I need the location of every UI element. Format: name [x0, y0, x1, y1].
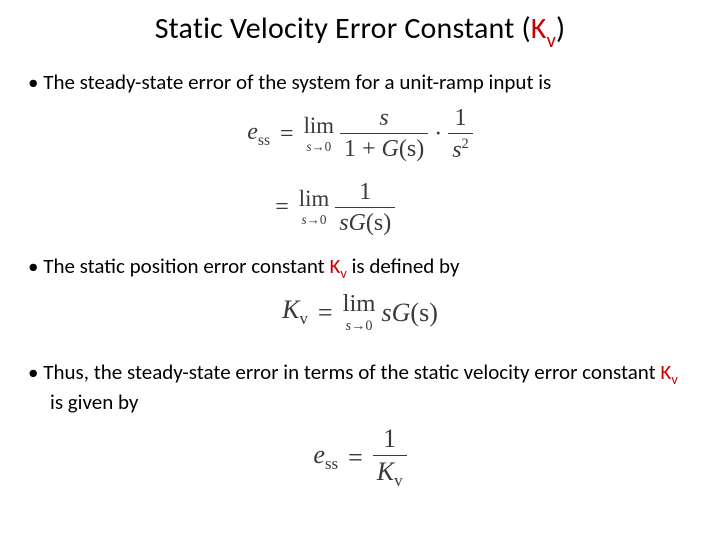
- eq3-frac: 1 Kv: [373, 426, 407, 490]
- eq3-lhs: e: [313, 440, 325, 469]
- eq1-lhs: e: [247, 119, 258, 145]
- title-suffix: ): [556, 10, 565, 47]
- bullet-3-prefix: Thus, the steady-state error in terms of…: [43, 359, 660, 385]
- equation-ess-kv: ess = 1 Kv: [28, 426, 692, 490]
- equals-sign-4: =: [344, 445, 367, 471]
- bullet-3-k: K: [660, 359, 671, 385]
- eq2-lhs-sub: v: [299, 309, 307, 328]
- eq1-frac2: 1 s2: [448, 106, 473, 162]
- equation-ess-ramp: ess = lim s→0 s 1 + G(s) · 1 s2 =: [28, 106, 692, 235]
- equation-kv-def: Kv = lim s→0 sG(s): [28, 292, 692, 333]
- page-title: Static Velocity Error Constant (Kv): [28, 10, 692, 51]
- title-prefix: Static Velocity Error Constant (: [155, 10, 531, 47]
- eq1-line2-frac: 1 sG(s): [335, 180, 395, 235]
- eq1-lhs-sub: ss: [258, 131, 270, 148]
- limit-2: lim s→0: [299, 188, 329, 226]
- limit-3: lim s→0: [343, 292, 376, 333]
- limit-1: lim s→0: [304, 115, 334, 153]
- bullet-3-kv-sub: v: [671, 371, 677, 389]
- bullet-2-suffix: is defined by: [347, 253, 460, 279]
- equals-sign: =: [276, 122, 298, 146]
- eq2-lhs: K: [282, 295, 299, 324]
- bullet-2: The static position error constant Kv is…: [28, 253, 692, 282]
- bullet-1: The steady-state error of the system for…: [28, 69, 692, 96]
- slide: Static Velocity Error Constant (Kv) The …: [0, 0, 720, 540]
- eq3-lhs-sub: ss: [325, 454, 338, 473]
- equals-sign-3: =: [314, 300, 337, 326]
- eq1-dot: ·: [434, 122, 442, 146]
- bullet-1-text: The steady-state error of the system for…: [43, 69, 551, 95]
- bullet-3-suffix: is given by: [50, 389, 138, 415]
- bullet-2-k: K: [329, 253, 340, 279]
- eq1-frac1: s 1 + G(s): [340, 106, 428, 161]
- bullet-3: Thus, the steady-state error in terms of…: [28, 359, 692, 415]
- title-k-subscript: v: [547, 29, 556, 53]
- bullet-list-3: Thus, the steady-state error in terms of…: [28, 359, 692, 415]
- bullet-list: The steady-state error of the system for…: [28, 69, 692, 96]
- bullet-2-prefix: The static position error constant: [43, 253, 329, 279]
- title-k-symbol: K: [531, 10, 547, 47]
- equals-sign-2: =: [271, 195, 293, 219]
- bullet-list-2: The static position error constant Kv is…: [28, 253, 692, 282]
